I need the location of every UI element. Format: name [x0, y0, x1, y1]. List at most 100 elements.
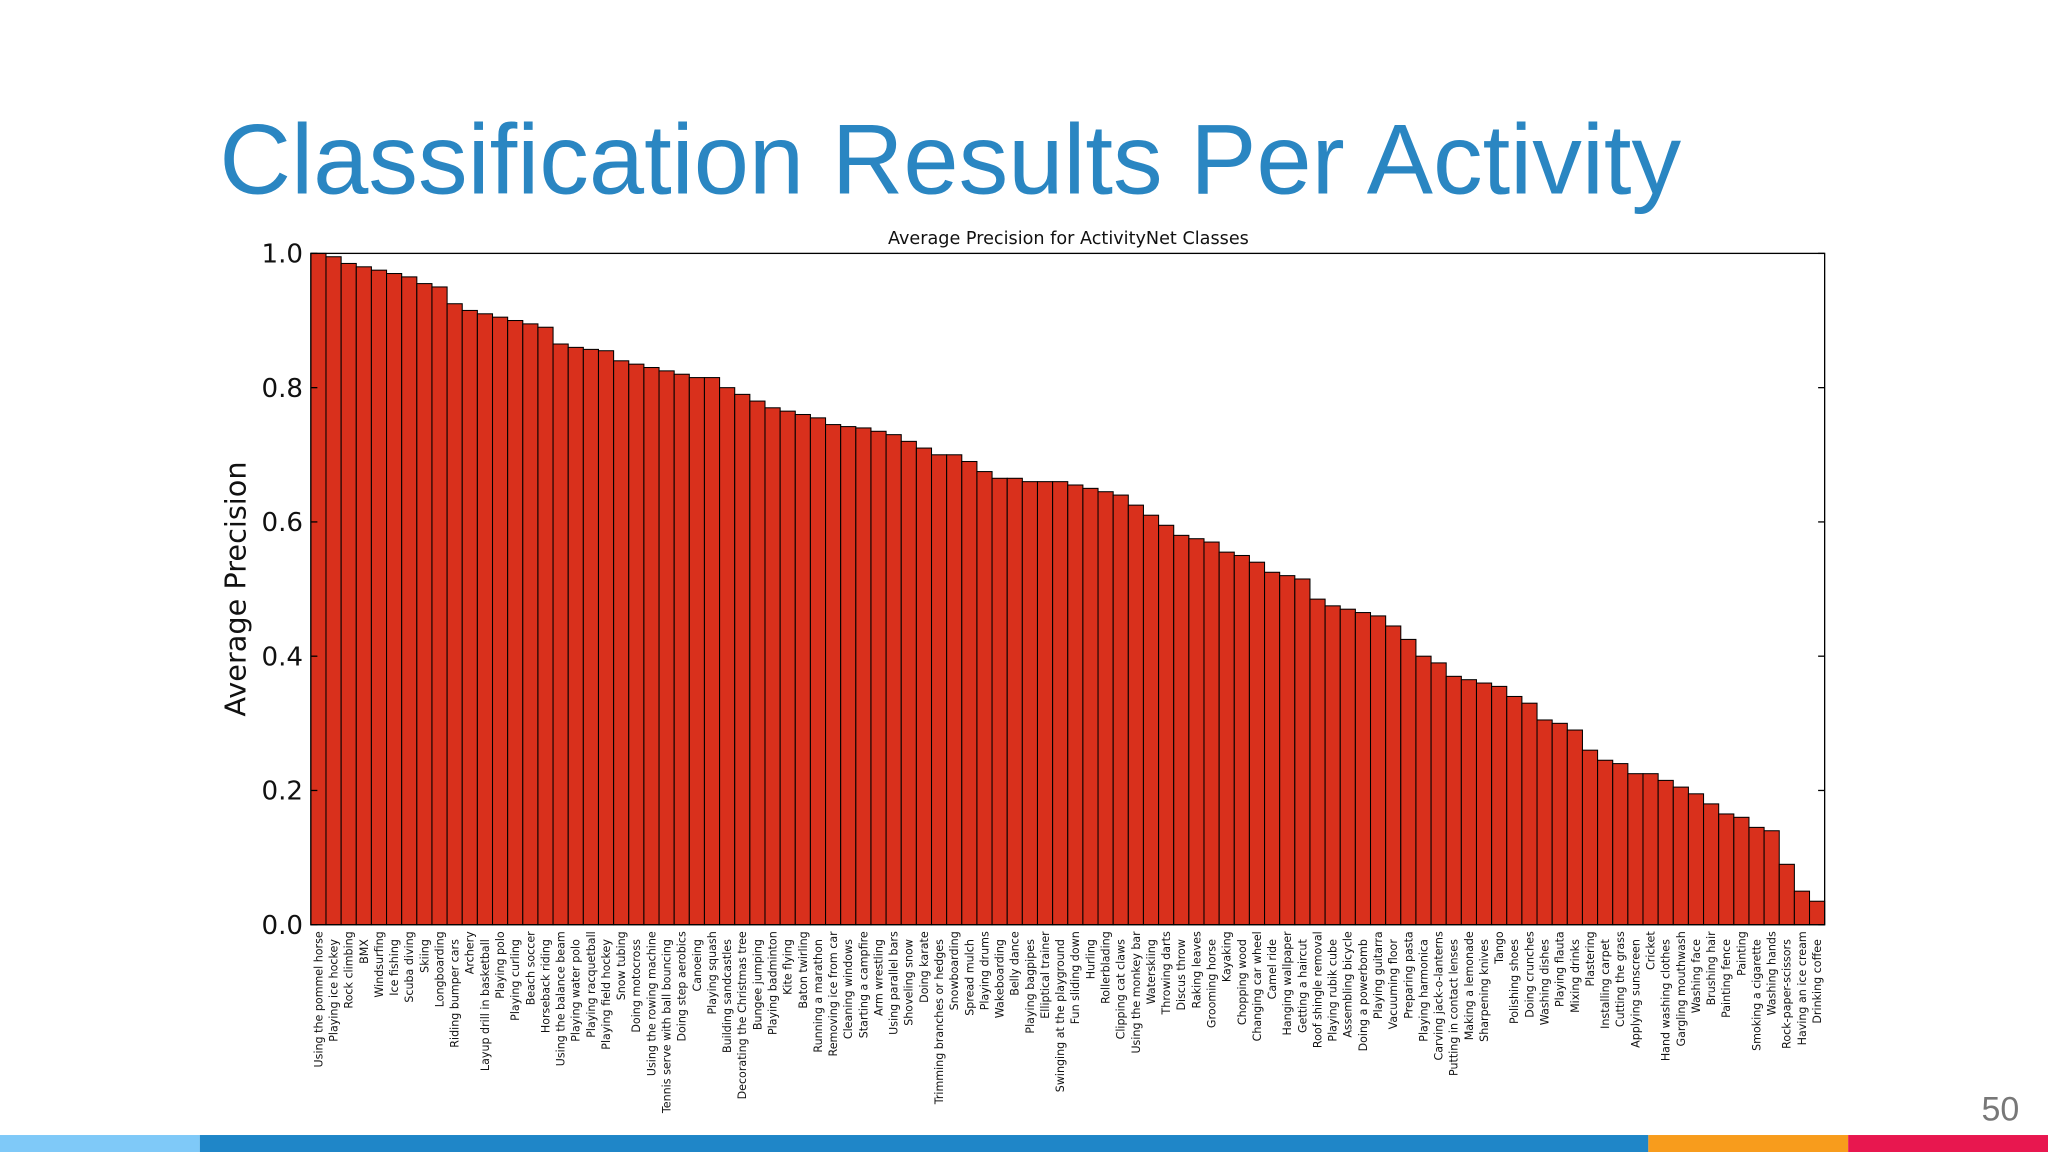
x-tick-label: Making a lemonade	[1463, 931, 1476, 1040]
bar	[719, 387, 736, 926]
bar	[1097, 491, 1114, 926]
x-tick-label: Painting	[1735, 931, 1748, 976]
bar	[1218, 551, 1235, 926]
x-tick-label: Brushing hair	[1705, 931, 1718, 1006]
bar	[1748, 826, 1765, 926]
x-tick-label: Plastering	[1584, 931, 1597, 986]
bar	[749, 400, 766, 926]
x-tick-label: Painting fence	[1720, 939, 1733, 1018]
bar	[1672, 786, 1689, 926]
bar	[855, 427, 872, 926]
bar	[416, 283, 433, 926]
x-tick-label: Baton twirling	[797, 931, 810, 1008]
slide-title: Classification Results Per Activity	[219, 104, 1681, 215]
bar	[1082, 487, 1099, 926]
bar	[1036, 481, 1054, 926]
x-tick-label: Running a marathon	[812, 939, 825, 1052]
x-tick-label: Applying sunscreen	[1629, 939, 1642, 1048]
x-tick-label: Cricket	[1644, 931, 1657, 970]
bar	[1264, 571, 1281, 926]
bar	[1006, 477, 1023, 926]
bar	[658, 370, 675, 926]
bar	[431, 286, 448, 926]
bar	[825, 424, 842, 926]
bar	[355, 266, 372, 926]
x-tick-label: Riding bumper cars	[449, 939, 462, 1048]
y-tick-label: 0.4	[261, 642, 303, 672]
bar	[446, 303, 463, 926]
x-tick-label: Canoeing	[691, 939, 704, 991]
bar	[1279, 575, 1296, 926]
bar	[1612, 763, 1629, 926]
x-tick-label: Chopping wood	[1236, 939, 1249, 1025]
x-tick-label: Doing karate	[918, 931, 931, 1003]
x-tick-label: Mixing drinks	[1569, 939, 1582, 1013]
x-tick-label: Decorating the Christmas tree	[736, 931, 749, 1099]
footer-stripe	[1648, 1135, 1849, 1152]
x-tick-label: Smoking a cigarette	[1750, 939, 1763, 1051]
bar	[567, 346, 584, 926]
x-tick-label: Changing car wheel	[1251, 931, 1264, 1041]
bar	[1703, 803, 1720, 926]
bar	[1248, 561, 1266, 926]
x-tick-label: Grooming horse	[1205, 939, 1218, 1028]
x-tick-label: Building sandcastles	[721, 939, 734, 1053]
bar	[794, 413, 811, 926]
chart-title: Average Precision for ActivityNet Classe…	[888, 229, 1249, 249]
x-tick-label: Ice fishing	[388, 939, 401, 996]
bar	[1158, 524, 1175, 926]
x-tick-label: Washing hands	[1766, 931, 1779, 1015]
bar	[1491, 685, 1508, 926]
x-tick-label: Playing water polo	[570, 939, 583, 1042]
x-tick-label: Bungee jumping	[751, 939, 764, 1030]
x-tick-label: Using the rowing machine	[645, 931, 658, 1076]
x-tick-label: Discus throw	[1175, 939, 1188, 1010]
footer-stripe	[199, 1135, 1649, 1152]
x-tick-label: Rollerblading	[1100, 931, 1113, 1004]
x-tick-label: Cleaning windows	[842, 939, 855, 1039]
x-tick-label: Fun sliding down	[1069, 931, 1082, 1024]
bar	[991, 477, 1008, 926]
bar	[764, 407, 781, 926]
x-tick-label: Rock-paper-scissors	[1781, 939, 1794, 1049]
x-tick-label: Playing ice hockey	[327, 939, 340, 1042]
plot-frame	[310, 252, 1826, 926]
x-tick-label: Snow tubing	[615, 931, 628, 1000]
bar	[1324, 605, 1341, 926]
bar	[1142, 514, 1160, 926]
bar	[1127, 504, 1144, 926]
bar	[1445, 675, 1462, 926]
bar	[386, 273, 403, 926]
y-tick-label: 0.8	[261, 374, 303, 404]
bar	[628, 363, 645, 926]
bar	[930, 454, 948, 926]
x-tick-label: Doing motocross	[630, 939, 643, 1033]
page-number: 50	[1982, 1091, 2020, 1129]
bar	[1718, 813, 1735, 926]
bar	[1112, 494, 1129, 926]
bar	[491, 316, 509, 926]
x-tick-label: Gargling mouthwash	[1675, 931, 1688, 1046]
bar	[1067, 484, 1084, 926]
x-tick-label: Using the monkey bar	[1130, 931, 1143, 1054]
x-tick-label: Hurling	[1084, 939, 1097, 979]
x-tick-label: Cutting the grass	[1614, 931, 1627, 1027]
footer-stripe	[1848, 1135, 2048, 1152]
bar	[673, 373, 690, 926]
bar	[1173, 534, 1190, 926]
x-tick-label: Trimming branches or hedges	[933, 939, 946, 1105]
x-tick-label: Playing rubik cube	[1327, 939, 1340, 1042]
bar	[1551, 722, 1568, 926]
bar	[1657, 779, 1674, 926]
x-tick-label: Swinging at the playground	[1054, 939, 1067, 1092]
x-tick-label: Skiing	[418, 939, 431, 973]
bar	[1021, 481, 1039, 926]
bar	[1597, 759, 1614, 926]
x-tick-label: Playing harmonica	[1417, 939, 1430, 1042]
x-tick-label: Camel ride	[1266, 939, 1279, 999]
bar	[900, 440, 917, 926]
x-tick-label: Belly dance	[1009, 931, 1022, 996]
x-tick-label: Playing drums	[978, 931, 991, 1010]
bar	[1793, 890, 1811, 926]
